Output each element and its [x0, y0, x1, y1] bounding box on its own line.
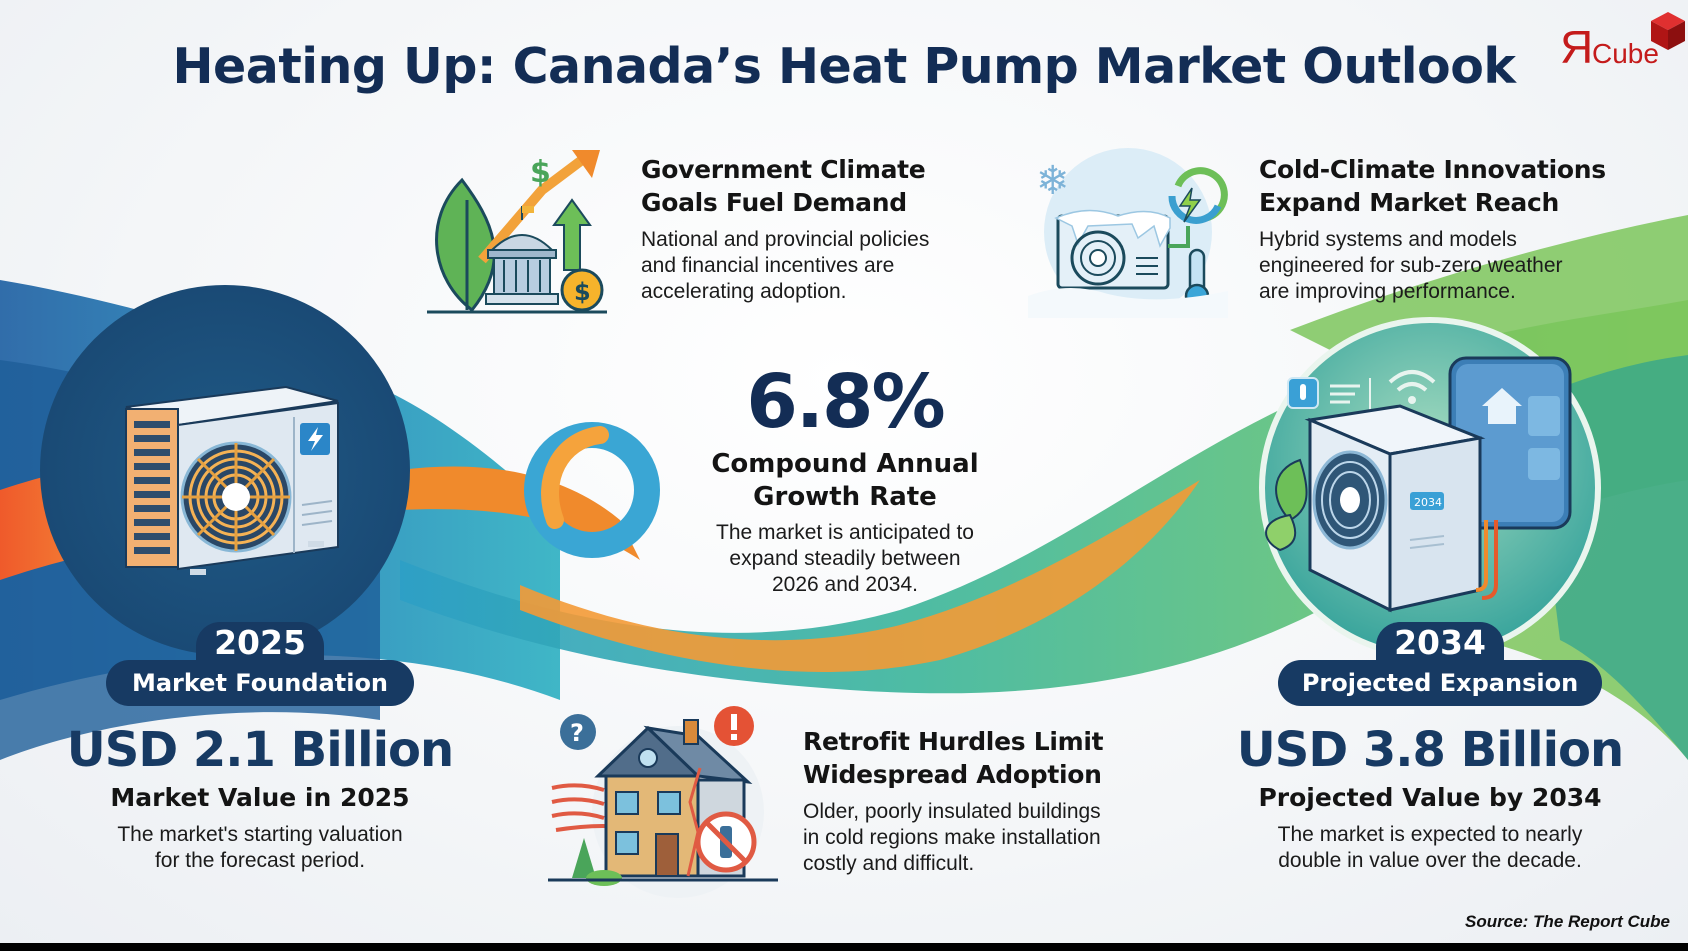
feature-title: Government Climate Goals Fuel Demand	[641, 155, 926, 217]
year-badge-2034: 2034 Projected Expansion	[1278, 622, 1602, 706]
market-value-description: The market is expected to nearly double …	[1277, 823, 1583, 872]
feature-description: National and provincial policies and fin…	[641, 228, 930, 303]
page-title: Heating Up: Canada’s Heat Pump Market Ou…	[172, 38, 1516, 95]
badge-label: Projected Expansion	[1278, 660, 1602, 706]
cold-climate-heat-pump-icon: ❄	[1028, 146, 1228, 322]
year-label: 2034	[1376, 622, 1504, 664]
svg-text:$: $	[574, 278, 591, 306]
market-value-subtitle: Market Value in 2025	[110, 783, 410, 812]
logo-text: Cube	[1592, 38, 1659, 69]
cagr-label: Compound Annual Growth Rate	[711, 449, 979, 512]
cagr-value: 6.8%	[746, 359, 945, 445]
logo-mark: R	[1560, 21, 1594, 73]
svg-text:$: $	[530, 155, 551, 190]
cagr-description: The market is anticipated to expand stea…	[716, 521, 974, 596]
government-incentives-icon: $ $	[422, 140, 612, 324]
feature-title: Cold-Climate Innovations Expand Market R…	[1259, 155, 1606, 217]
feature-cold-climate: Cold-Climate Innovations Expand Market R…	[1259, 153, 1639, 305]
heat-pump-unit-icon	[118, 385, 348, 599]
end-value-block: USD 3.8 Billion Projected Value by 2034 …	[1210, 722, 1650, 874]
market-value-2025: USD 2.1 Billion	[66, 722, 454, 778]
retrofit-house-icon: ?	[548, 702, 788, 902]
feature-description: Older, poorly insulated buildings in col…	[803, 800, 1101, 875]
cube-icon	[1651, 12, 1685, 50]
feature-description: Hybrid systems and models engineered for…	[1259, 228, 1563, 303]
bottom-border	[0, 943, 1688, 951]
start-value-block: USD 2.1 Billion Market Value in 2025 The…	[40, 722, 480, 874]
source-credit: Source: The Report Cube	[1465, 912, 1670, 931]
feature-retrofit: Retrofit Hurdles Limit Widespread Adopti…	[803, 725, 1163, 877]
year-label: 2025	[196, 622, 324, 664]
cagr-block: 6.8% Compound Annual Growth Rate The mar…	[680, 360, 1010, 598]
feature-government: Government Climate Goals Fuel Demand Nat…	[641, 153, 981, 305]
svg-text:?: ?	[570, 719, 584, 747]
report-cube-logo: R Cube	[1558, 10, 1688, 73]
market-value-description: The market's starting valuation for the …	[117, 823, 403, 872]
feature-title: Retrofit Hurdles Limit Widespread Adopti…	[803, 727, 1104, 789]
market-value-subtitle: Projected Value by 2034	[1258, 783, 1602, 812]
badge-label: Market Foundation	[106, 660, 414, 706]
year-badge-2025: 2025 Market Foundation	[106, 622, 414, 706]
smart-heat-pump-icon: 2034	[1250, 350, 1590, 634]
svg-text:❄: ❄	[1036, 158, 1070, 204]
svg-text:2034: 2034	[1414, 496, 1442, 509]
market-value-2034: USD 3.8 Billion	[1236, 722, 1624, 778]
